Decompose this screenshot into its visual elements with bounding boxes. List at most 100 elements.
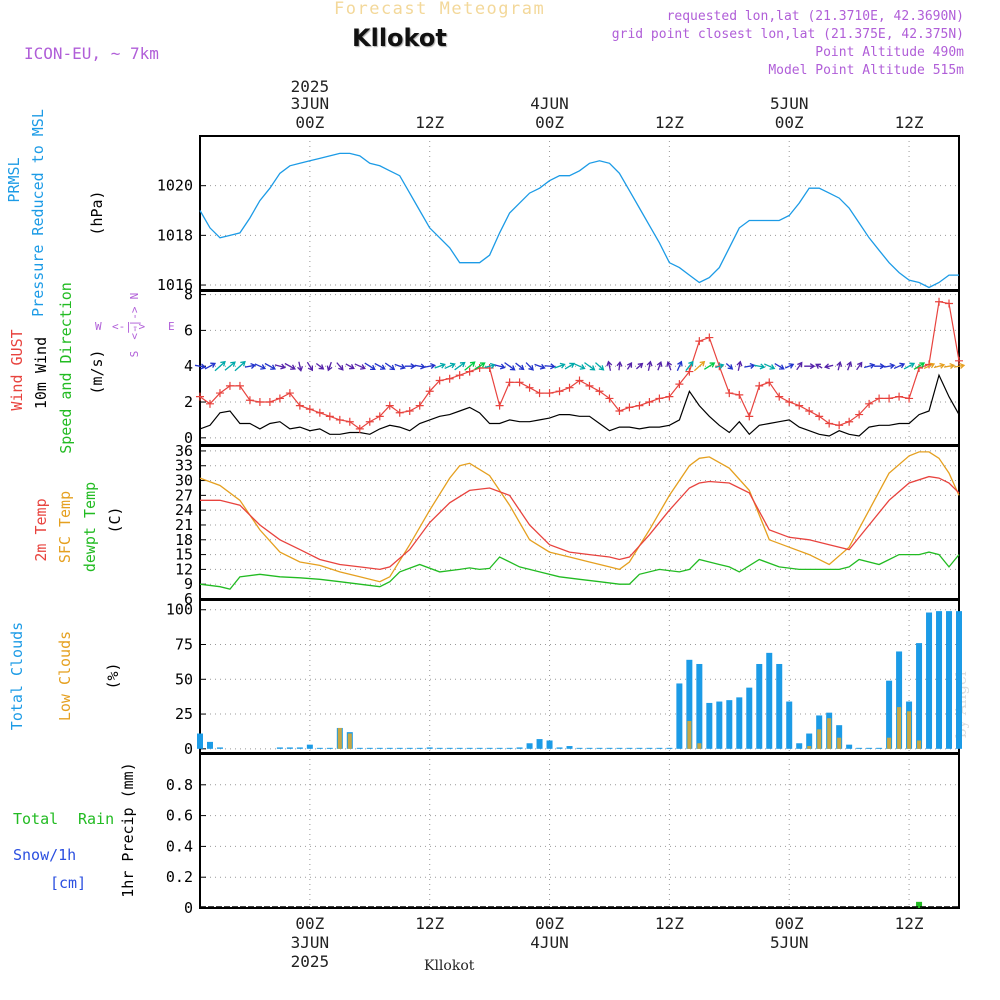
wind-direction-arrow: [933, 362, 946, 369]
wind-direction-arrow: [823, 363, 834, 370]
total-cloud-bar: [786, 701, 793, 749]
panel-pressure: 1016 1018 1020: [157, 135, 960, 294]
y-tick-label: 0.6: [166, 807, 193, 825]
wind-direction-arrow: [354, 363, 366, 370]
gust-marker: [235, 381, 244, 390]
total-cloud-bar: [476, 747, 483, 749]
bottom-time-label: 12Z: [895, 914, 924, 933]
total-cloud-bar: [296, 747, 303, 749]
info-closest: grid point closest lon,lat (21.375E, 42.…: [611, 27, 964, 42]
gust-marker: [835, 421, 844, 430]
label-total-clouds: Total Clouds: [8, 622, 26, 730]
gust-marker: [465, 367, 474, 376]
total-cloud-bar: [916, 643, 923, 749]
gust-marker: [825, 419, 834, 428]
info-model-altitude: Model Point Altitude 515m: [768, 63, 964, 78]
gust-marker: [225, 381, 234, 390]
total-cloud-bar: [276, 747, 283, 749]
wind-direction-arrow: [284, 362, 296, 370]
wind-direction-arrow: [736, 360, 743, 371]
low-cloud-bar: [697, 743, 702, 749]
gust-marker: [355, 424, 364, 433]
wind-direction-arrow: [893, 362, 906, 370]
wind-direction-arrow: [763, 363, 776, 370]
label-low-clouds: Low Clouds: [56, 631, 74, 721]
low-cloud-bar: [687, 721, 692, 749]
y-tick-label: 8: [184, 286, 193, 304]
gust-marker: [855, 410, 864, 419]
gust-marker: [415, 401, 424, 410]
gust-marker: [765, 378, 774, 387]
wind-direction-arrow: [274, 363, 287, 370]
panel-precip: 0 0.2 0.4 0.6 0.8: [166, 753, 960, 917]
low-cloud-bar: [817, 729, 822, 749]
wind-direction-arrow: [635, 362, 644, 370]
total-cloud-bar: [366, 747, 373, 749]
info-point-altitude: Point Altitude 490m: [815, 45, 964, 60]
label-sfc-temp: SFC Temp: [56, 491, 74, 563]
total-cloud-bar: [896, 651, 903, 749]
total-cloud-bar: [426, 747, 433, 749]
gust-marker: [795, 401, 804, 410]
gust-marker: [735, 390, 744, 399]
compass-e: E: [168, 320, 175, 333]
y-tick-label: 27: [175, 486, 193, 504]
wind-direction-arrow: [374, 362, 386, 370]
wind-direction-arrow: [544, 363, 556, 370]
wind-speed-line: [199, 373, 960, 437]
wind-direction-arrow: [504, 362, 516, 371]
total-cloud-bar: [836, 725, 843, 749]
bottom-time-label: 12Z: [415, 914, 444, 933]
y-tick-label: 15: [175, 546, 193, 564]
wind-direction-arrow: [336, 362, 344, 371]
faint-title: Forecast Meteogram: [334, 0, 546, 19]
total-cloud-bar: [606, 747, 613, 749]
bottom-time-label: 12Z: [655, 914, 684, 933]
total-cloud-bar: [197, 733, 203, 749]
wind-direction-arrow: [953, 362, 966, 369]
wind-direction-arrow: [554, 362, 566, 369]
wind-direction-arrow: [214, 360, 226, 372]
wind-gust-line: [199, 301, 960, 430]
y-tick-label: 18: [175, 531, 193, 549]
total-cloud-bar: [566, 746, 573, 749]
total-cloud-bar: [616, 747, 623, 749]
gust-marker: [725, 389, 734, 398]
bottom-day-label: 5JUN: [770, 933, 809, 952]
gust-marker: [365, 417, 374, 426]
wind-direction-arrow: [584, 362, 596, 371]
wind-direction-arrow: [666, 361, 673, 371]
label-percent-unit: (%): [104, 662, 122, 689]
panel-border: [199, 753, 960, 909]
rain-bar: [916, 901, 923, 908]
bottom-day-label: 3JUN: [291, 933, 330, 952]
low-cloud-bar: [337, 727, 342, 749]
gust-marker: [655, 394, 664, 403]
wind-direction-arrow: [234, 360, 246, 372]
gust-marker: [865, 399, 874, 408]
wind-direction-arrow: [646, 360, 653, 371]
total-cloud-bar: [716, 701, 723, 749]
wind-direction-arrow: [656, 361, 663, 371]
top-time-label: 00Z: [775, 113, 804, 132]
total-cloud-bar: [376, 747, 383, 749]
top-time-label: 00Z: [295, 113, 324, 132]
wind-direction-arrow: [534, 363, 546, 370]
wind-direction-arrow: [703, 362, 716, 370]
wind-direction-arrow: [856, 361, 863, 371]
gust-marker: [745, 412, 754, 421]
2m-temp-line: [200, 475, 960, 571]
top-time-label: 00Z: [535, 113, 564, 132]
total-cloud-bar: [686, 659, 693, 749]
total-cloud-bar: [326, 747, 333, 749]
total-cloud-bar: [286, 747, 293, 749]
total-cloud-bar: [676, 683, 683, 749]
top-day-label: 3JUN: [291, 94, 330, 113]
gust-marker: [635, 401, 644, 410]
gust-marker: [785, 398, 794, 407]
gust-marker: [775, 392, 784, 401]
total-cloud-bar: [856, 747, 863, 749]
panel-wind: 0 2 4 6 8: [184, 286, 966, 447]
label-rain: Rain: [78, 810, 114, 828]
